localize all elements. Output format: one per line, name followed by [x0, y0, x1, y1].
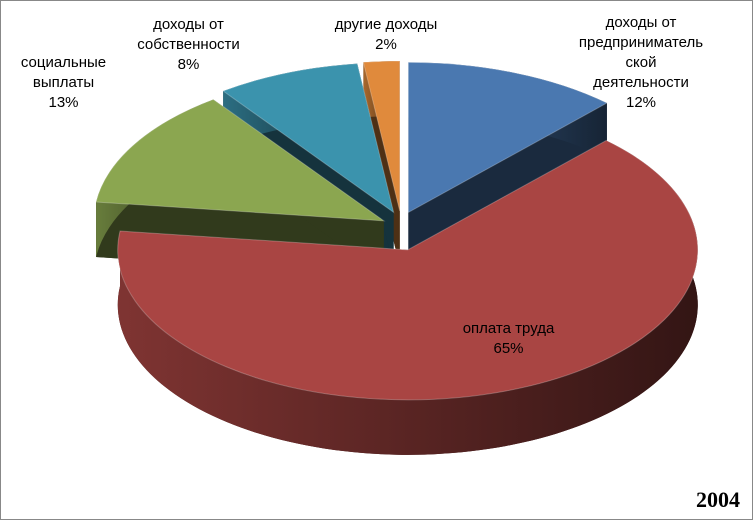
slice-label: доходы от предпринимательской деятельнос… [576, 13, 706, 113]
chart-title: 2004 [696, 487, 740, 512]
value-label: 65% [493, 340, 524, 357]
category-label: доходы от предпринимательской деятельнос… [578, 14, 704, 91]
category-label: другие доходы [334, 16, 438, 33]
value-label: 2% [375, 36, 397, 53]
pie-slice [362, 60, 401, 212]
category-label: оплата труда [462, 320, 555, 337]
pie-slice [117, 139, 699, 401]
slice-label: оплата труда 65% [441, 319, 576, 359]
pie-slice [407, 61, 608, 214]
slice-label: социальные выплаты 13% [6, 53, 121, 113]
pie-slice [222, 63, 395, 214]
category-label: доходы от собственности [137, 16, 240, 53]
pie-slice [95, 98, 386, 222]
category-label: социальные выплаты [20, 54, 107, 91]
value-label: 12% [625, 94, 657, 111]
value-label: 8% [177, 56, 200, 73]
value-label: 13% [48, 94, 79, 111]
slice-label: другие доходы 2% [311, 15, 461, 55]
slice-label: доходы от собственности 8% [111, 15, 266, 75]
